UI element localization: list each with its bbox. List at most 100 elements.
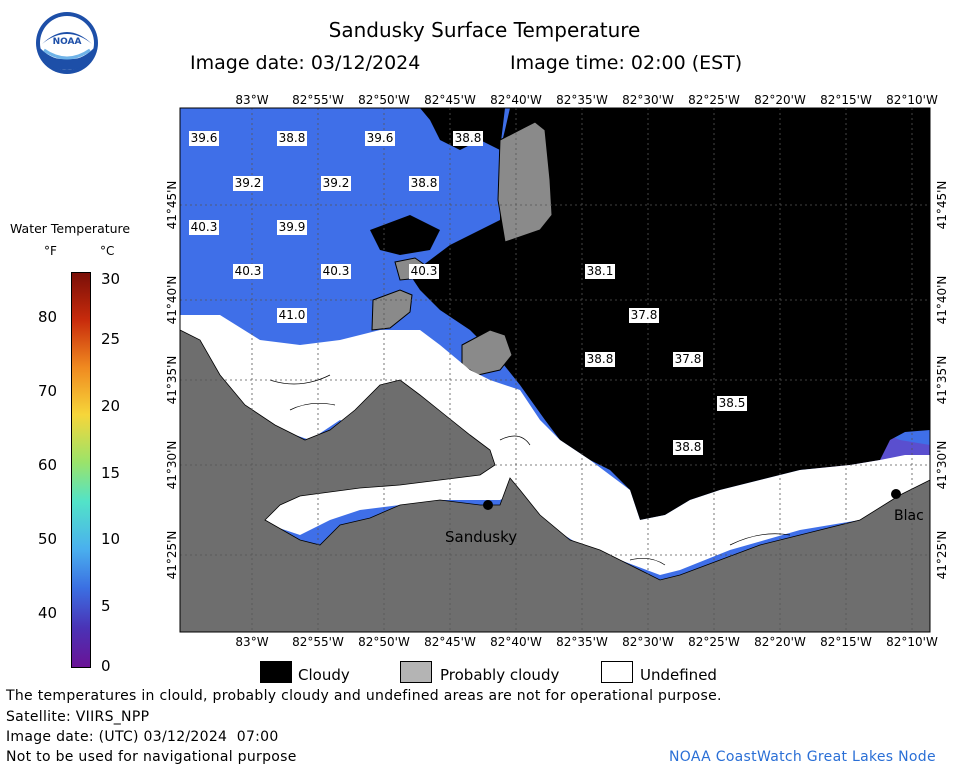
lon-label-top: 82°35'W: [556, 93, 608, 107]
colorbar-tick-c: 15: [101, 464, 121, 482]
temperature-label-bg: [321, 176, 351, 191]
lon-label-bottom: 82°25'W: [688, 635, 740, 649]
temperature-label: 38.8: [455, 131, 482, 145]
temperature-label-bg: [277, 308, 307, 323]
lon-label-bottom: 82°55'W: [292, 635, 344, 649]
temperature-label: 38.8: [279, 131, 306, 145]
lat-label-right: 41°30'N: [935, 441, 949, 490]
temperature-label: 39.2: [323, 176, 350, 190]
lat-label-right: 41°25'N: [935, 531, 949, 580]
city-marker-edge: [891, 489, 901, 499]
colorbar-tick-f: 50: [38, 530, 58, 548]
land-area: [179, 329, 931, 633]
coast-detail-lines: [269, 374, 791, 566]
colorbar-tick-f: 60: [38, 456, 58, 474]
temperature-label: 40.3: [191, 220, 218, 234]
lon-label-bottom: 83°W: [235, 635, 268, 649]
lon-labels-top: 83°W 82°55'W 82°50'W 82°45'W 82°40'W 82°35'W 8…: [235, 93, 938, 107]
temperature-label: 37.8: [675, 352, 702, 366]
lat-label-left: 41°35'N: [165, 356, 179, 405]
lon-label-top: 82°10'W: [886, 93, 938, 107]
lon-label-bottom: 82°35'W: [556, 635, 608, 649]
lat-labels-right: 41°45'N 41°40'N 41°35'N 41°30'N 41°25'N: [935, 181, 949, 580]
colorbar-tick-f: 80: [38, 308, 58, 326]
lon-labels-bottom: 83°W 82°55'W 82°50'W 82°45'W 82°40'W 82°35'W 8…: [235, 635, 938, 649]
image-date-label: Image date: 03/12/2024: [190, 52, 421, 74]
colorbar-tick-c: 0: [101, 657, 111, 675]
city-label-sandusky: Sandusky: [445, 528, 517, 546]
colorbar: [71, 272, 91, 668]
temperature-label: 41.0: [279, 308, 306, 322]
colorbar-unit-f: °F: [44, 244, 57, 258]
temperature-label-bg: [233, 264, 263, 279]
colorbar-tick-c: 30: [101, 270, 121, 288]
page-title: Sandusky Surface Temperature: [328, 18, 641, 42]
colorbar-tick-f: 70: [38, 382, 58, 400]
legend-label-cloudy: Cloudy: [298, 666, 350, 684]
lon-label-bottom: 82°45'W: [424, 635, 476, 649]
temperature-label-bg: [409, 176, 439, 191]
temperature-label-bg: [453, 131, 483, 146]
lon-label-bottom: 82°20'W: [754, 635, 806, 649]
legend-swatch-cloudy: [260, 661, 292, 683]
temperature-label: 39.6: [191, 131, 218, 145]
lon-label-bottom: 82°15'W: [820, 635, 872, 649]
temperature-label: 39.9: [279, 220, 306, 234]
temperature-label-bg: [673, 352, 703, 367]
noaa-logo: NOAA: [36, 12, 98, 74]
lon-label-top: 82°55'W: [292, 93, 344, 107]
temperature-label-bg: [277, 131, 307, 146]
image-time-label: Image time: 02:00 (EST): [510, 52, 743, 74]
temperature-labels: 39.6 38.8 39.6 38.8 39.2 39.2 38.8 40.3 39.9 40.3…: [189, 131, 747, 455]
graticule: [180, 108, 930, 632]
temperature-label-bg: [717, 396, 747, 411]
lat-label-left: 41°25'N: [165, 531, 179, 580]
temperature-label-bg: [585, 352, 615, 367]
lon-label-bottom: 82°30'W: [622, 635, 674, 649]
lat-label-right: 41°40'N: [935, 276, 949, 325]
temperature-label-bg: [629, 308, 659, 323]
temperature-label: 40.3: [323, 264, 350, 278]
lon-label-top: 82°25'W: [688, 93, 740, 107]
svg-text:NOAA: NOAA: [53, 37, 82, 47]
temperature-label: 38.8: [675, 440, 702, 454]
colorbar-tick-f: 40: [38, 604, 58, 622]
satellite-text: Satellite: VIIRS_NPP: [6, 709, 150, 725]
legend-swatch-undefined: [601, 661, 633, 683]
utc-date-text: Image date: (UTC) 03/12/2024 07:00: [6, 729, 279, 745]
city-marker-sandusky: [483, 500, 493, 510]
cloudy-patch-mid: [370, 215, 440, 255]
colorbar-tick-c: 25: [101, 330, 121, 348]
lat-labels-left: 41°45'N 41°40'N 41°35'N 41°30'N 41°25'N: [165, 181, 179, 580]
colorbar-tick-c: 20: [101, 397, 121, 415]
temperature-label: 40.3: [235, 264, 262, 278]
lat-label-right: 41°35'N: [935, 356, 949, 405]
lon-label-bottom: 82°40'W: [490, 635, 542, 649]
temperature-label-bg: [189, 131, 219, 146]
lon-label-top: 82°50'W: [358, 93, 410, 107]
lon-label-top: 82°15'W: [820, 93, 872, 107]
temperature-label-bg: [189, 220, 219, 235]
temperature-label: 40.3: [411, 264, 438, 278]
legend-label-probably-cloudy: Probably cloudy: [440, 666, 560, 684]
colorbar-tick-c: 10: [101, 530, 121, 548]
lat-label-right: 41°45'N: [935, 181, 949, 230]
temperature-label: 38.8: [411, 176, 438, 190]
lon-label-top: 82°40'W: [490, 93, 542, 107]
probably-cloudy-patch-1: [497, 121, 553, 243]
colorbar-title: Water Temperature: [10, 221, 131, 236]
cloudy-patch-top: [420, 108, 505, 150]
disclaimer-text: The temperatures in clould, probably clo…: [6, 688, 722, 704]
temperature-label: 38.5: [719, 396, 746, 410]
temperature-label-bg: [277, 220, 307, 235]
temperature-label-bg: [233, 176, 263, 191]
credit-link[interactable]: NOAA CoastWatch Great Lakes Node: [669, 749, 936, 765]
nav-warning-text: Not to be used for navigational purpose: [6, 749, 297, 765]
lat-label-left: 41°40'N: [165, 276, 179, 325]
lon-label-bottom: 82°50'W: [358, 635, 410, 649]
temperature-label-bg: [321, 264, 351, 279]
undefined-region: [180, 315, 930, 575]
lon-label-top: 82°30'W: [622, 93, 674, 107]
temperature-label: 39.6: [367, 131, 394, 145]
lat-label-left: 41°45'N: [165, 181, 179, 230]
